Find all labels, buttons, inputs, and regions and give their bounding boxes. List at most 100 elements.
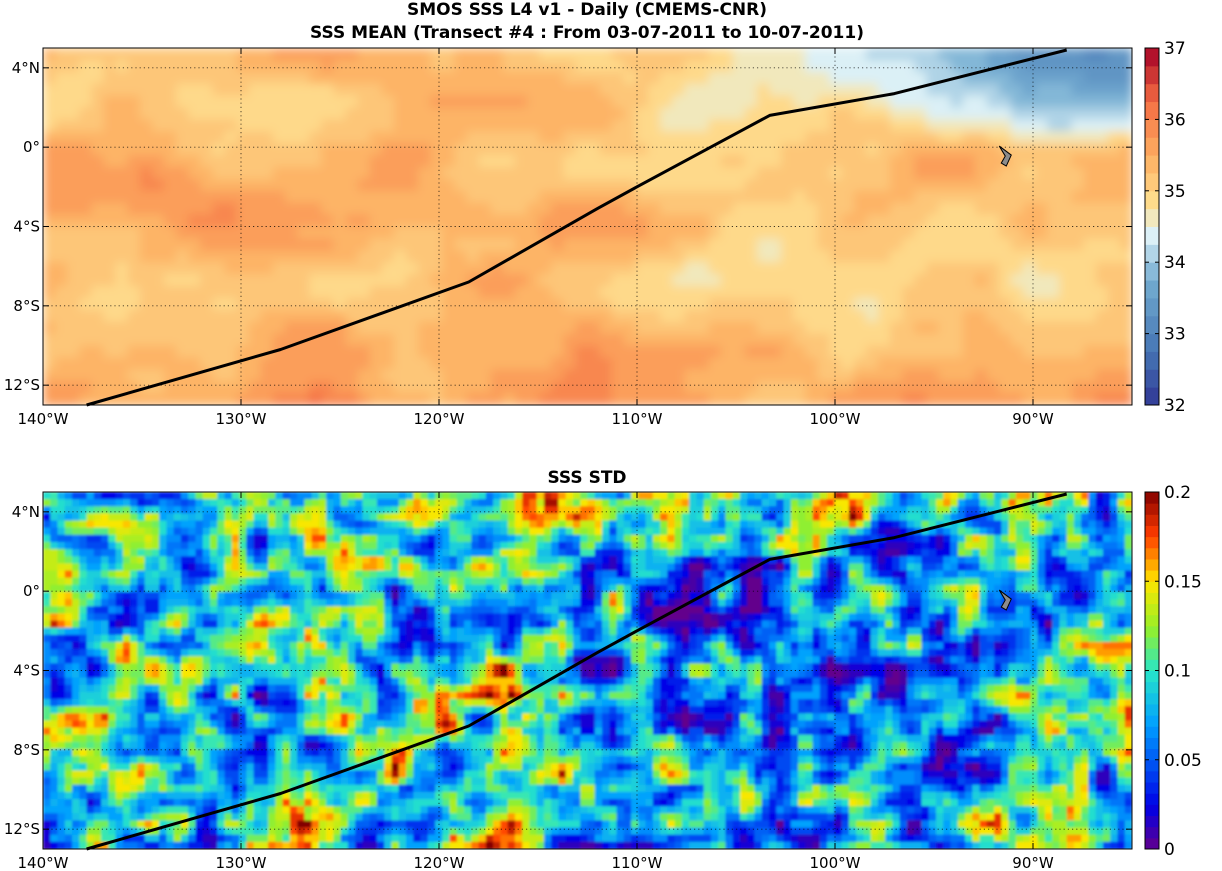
sss-std-cell [485, 563, 494, 572]
sss-std-cell [478, 563, 487, 572]
sss-mean-cell [369, 190, 383, 204]
sss-std-cell [1008, 549, 1017, 557]
sss-mean-cell [1095, 369, 1109, 382]
sss-std-cell [986, 556, 995, 564]
sss-mean-cell [357, 71, 371, 85]
sss-std-cell [173, 527, 182, 536]
sss-std-cell [718, 563, 727, 572]
sss-mean-cell [696, 274, 710, 287]
sss-mean-cell [635, 167, 649, 180]
sss-std-cell [957, 549, 966, 557]
sss-std-cell [536, 534, 545, 543]
sss-mean-cell [563, 59, 577, 73]
sss-mean-cell [1047, 95, 1061, 109]
sss-std-cell [79, 591, 88, 600]
sss-std-cell [1059, 534, 1068, 543]
island-marker [998, 145, 1012, 167]
sss-std-cell [979, 570, 988, 579]
sss-std-cell [877, 506, 886, 515]
sss-mean-cell [164, 107, 177, 121]
sss-std-cell [1088, 513, 1097, 522]
sss-mean-cell [998, 274, 1012, 287]
sss-std-cell [122, 556, 131, 564]
sss-mean-cell [793, 250, 807, 263]
sss-mean-cell [55, 143, 68, 156]
sss-std-cell [130, 520, 138, 529]
sss-std-cell [1110, 577, 1119, 586]
sss-mean-cell [527, 357, 540, 371]
sss-mean-cell [756, 71, 770, 85]
sss-std-cell [500, 556, 509, 564]
sss-mean-cell [176, 238, 189, 252]
sss-mean-cell [43, 119, 56, 133]
sss-std-cell [347, 591, 356, 600]
sss-mean-cell [938, 143, 952, 156]
sss-mean-cell [877, 59, 891, 73]
sss-mean-cell [393, 238, 407, 252]
sss-std-cell [754, 520, 763, 529]
sss-mean-cell [260, 393, 274, 405]
sss-std-cell [747, 570, 756, 579]
sss-std-cell [304, 527, 313, 536]
sss-mean-cell [514, 214, 528, 228]
sss-std-cell [921, 499, 930, 507]
sss-std-cell [101, 570, 109, 579]
sss-std-cell [355, 556, 364, 564]
sss-mean-cell [732, 321, 746, 335]
sss-mean-cell [902, 167, 915, 180]
sss-mean-cell [285, 190, 298, 204]
sss-std-cell [543, 506, 552, 515]
sss-std-cell [1088, 549, 1097, 557]
sss-mean-cell [151, 357, 165, 371]
sss-mean-cell [769, 274, 782, 287]
sss-mean-cell [248, 262, 262, 275]
sss-std-cell [1052, 563, 1060, 572]
sss-std-cell [754, 556, 763, 564]
sss-std-cell [965, 527, 973, 536]
sss-mean-cell [67, 250, 81, 263]
sss-mean-cell [321, 83, 335, 97]
sss-std-cell [623, 577, 632, 586]
sss-mean-cell [454, 131, 468, 144]
sss-std-cell [326, 563, 334, 572]
sss-mean-cell [236, 48, 250, 61]
sss-mean-cell [248, 226, 262, 240]
sss-mean-cell [744, 48, 758, 61]
sss-std-cell [231, 513, 240, 522]
sss-mean-cell [103, 321, 117, 335]
sss-mean-cell [224, 381, 238, 394]
sss-mean-cell [454, 83, 468, 97]
sss-std-cell [180, 499, 189, 507]
sss-std-cell [340, 534, 349, 543]
sss-std-cell [355, 584, 364, 593]
sss-mean-cell [962, 202, 976, 216]
sss-std-cell [739, 506, 748, 515]
sss-std-cell [340, 584, 349, 593]
sss-mean-cell [841, 274, 855, 287]
sss-mean-cell [587, 143, 601, 156]
sss-std-cell [979, 492, 988, 500]
sss-std-cell [144, 591, 153, 600]
sss-mean-cell [43, 167, 56, 180]
sss-mean-cell [1107, 143, 1121, 156]
sss-mean-cell [79, 131, 93, 144]
sss-mean-cell [769, 345, 782, 359]
sss-std-cell [260, 570, 269, 579]
sss-mean-cell [502, 83, 516, 97]
sss-mean-cell [986, 202, 1000, 216]
sss-mean-cell [151, 71, 165, 85]
sss-mean-cell [236, 202, 250, 216]
sss-mean-cell [478, 107, 492, 121]
sss-mean-cell [962, 297, 976, 311]
sss-mean-cell [660, 119, 673, 133]
sss-std-cell [253, 534, 262, 543]
sss-mean-cell [1011, 131, 1024, 144]
sss-std-cell [130, 563, 138, 572]
sss-std-cell [1059, 556, 1068, 564]
sss-std-cell [747, 506, 756, 515]
sss-std-cell [166, 591, 175, 600]
sss-std-cell [1124, 584, 1132, 593]
sss-mean-cell [502, 381, 516, 394]
sss-std-cell [202, 563, 211, 572]
sss-mean-cell [926, 333, 940, 347]
